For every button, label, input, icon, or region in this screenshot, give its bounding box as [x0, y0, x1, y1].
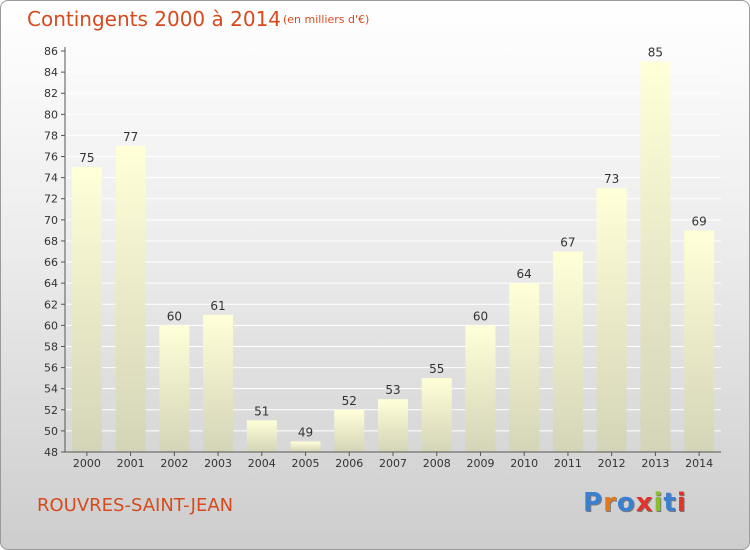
bar	[509, 283, 540, 452]
x-tick-label: 2006	[335, 457, 363, 470]
y-tick-label: 74	[44, 172, 58, 185]
logo-letter: x	[635, 488, 654, 518]
bar	[203, 314, 234, 452]
data-label: 52	[342, 394, 357, 408]
data-label: 60	[473, 309, 488, 323]
y-tick-label: 76	[44, 151, 58, 164]
data-label: 73	[604, 172, 619, 186]
bar	[378, 399, 408, 452]
data-label: 67	[560, 236, 575, 250]
data-label: 61	[210, 299, 225, 313]
y-tick-label: 48	[44, 446, 58, 459]
y-tick-label: 72	[44, 193, 58, 206]
y-tick-label: 66	[44, 256, 58, 269]
y-tick-label: 58	[44, 340, 58, 353]
bar	[159, 325, 190, 452]
y-tick-label: 80	[44, 108, 58, 121]
x-tick-label: 2005	[292, 457, 320, 470]
bar	[552, 251, 583, 452]
x-tick-label: 2001	[117, 457, 145, 470]
y-tick-label: 50	[44, 425, 58, 438]
logo-letter: o	[616, 488, 636, 518]
x-tick-label: 2014	[685, 457, 713, 470]
bar	[684, 230, 715, 452]
logo-letter: P	[583, 488, 604, 518]
x-tick-label: 2009	[466, 457, 494, 470]
y-tick-label: 56	[44, 362, 58, 375]
y-tick-label: 68	[44, 235, 58, 248]
x-tick-label: 2003	[204, 457, 232, 470]
x-tick-label: 2002	[160, 457, 188, 470]
x-tick-label: 2010	[510, 457, 538, 470]
chart-title: Contingents 2000 à 2014	[27, 7, 282, 31]
y-tick-label: 86	[44, 45, 58, 58]
commune-name: ROUVRES-SAINT-JEAN	[37, 495, 234, 516]
y-tick-label: 54	[44, 383, 58, 396]
y-tick-label: 78	[44, 129, 58, 142]
x-tick-label: 2011	[554, 457, 582, 470]
x-tick-label: 2004	[248, 457, 276, 470]
x-tick-label: 2012	[598, 457, 626, 470]
bar	[334, 409, 365, 452]
bar	[421, 378, 452, 452]
data-label: 53	[385, 383, 400, 397]
logo-letter: r	[603, 488, 617, 518]
data-label: 85	[648, 46, 663, 60]
data-label: 75	[79, 151, 94, 165]
x-tick-label: 2000	[73, 457, 101, 470]
bar	[71, 167, 102, 452]
y-tick-label: 70	[44, 214, 58, 227]
data-label: 60	[167, 309, 182, 323]
data-label: 55	[429, 362, 444, 376]
bar	[115, 145, 146, 452]
bar	[290, 441, 321, 452]
logo-letter: t	[663, 488, 677, 518]
bar	[640, 61, 671, 452]
y-tick-label: 82	[44, 87, 58, 100]
logo-letter: i	[676, 488, 687, 518]
proxiti-logo: Proxiti	[583, 488, 687, 518]
y-tick-label: 64	[44, 277, 58, 290]
x-tick-label: 2008	[423, 457, 451, 470]
bar	[465, 325, 496, 452]
bar	[596, 188, 627, 452]
data-label: 49	[298, 425, 313, 439]
y-tick-label: 62	[44, 298, 58, 311]
data-label: 64	[517, 267, 532, 281]
data-label: 51	[254, 404, 269, 418]
x-tick-label: 2013	[641, 457, 669, 470]
y-tick-label: 60	[44, 319, 58, 332]
bar	[246, 420, 277, 452]
x-tick-label: 2007	[379, 457, 407, 470]
y-tick-label: 84	[44, 66, 58, 79]
data-label: 77	[123, 130, 138, 144]
logo-letter: i	[653, 488, 664, 518]
chart-subtitle: (en milliers d'€)	[283, 13, 370, 26]
y-tick-label: 52	[44, 404, 58, 417]
data-label: 69	[691, 214, 706, 228]
